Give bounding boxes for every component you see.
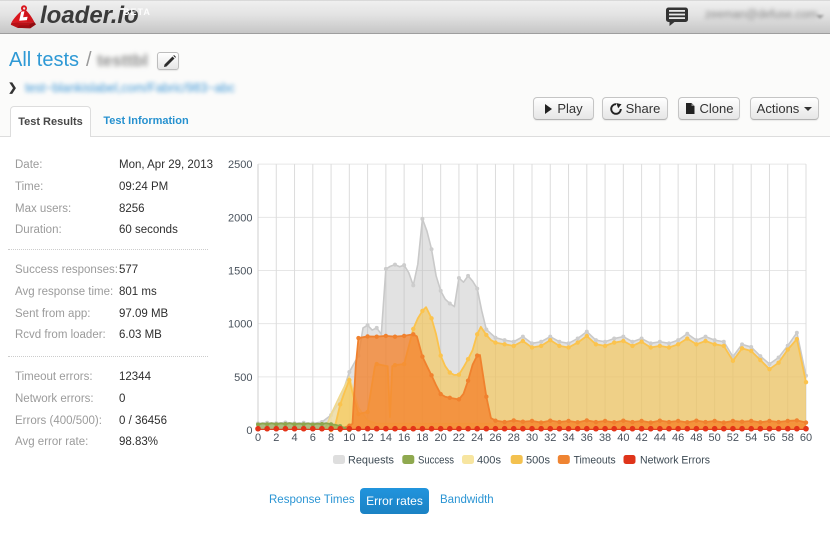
svg-text:16: 16: [398, 432, 410, 444]
svg-text:Success: Success: [418, 455, 454, 467]
svg-text:50: 50: [709, 432, 721, 444]
svg-text:42: 42: [635, 432, 647, 444]
svg-text:40: 40: [617, 432, 629, 444]
svg-text:Network Errors: Network Errors: [640, 455, 710, 467]
svg-text:22: 22: [453, 432, 465, 444]
svg-text:14: 14: [380, 432, 392, 444]
svg-text:60: 60: [800, 432, 812, 444]
svg-text:500s: 500s: [526, 455, 550, 467]
svg-text:38: 38: [599, 432, 611, 444]
svg-text:10: 10: [343, 432, 355, 444]
svg-text:56: 56: [763, 432, 775, 444]
svg-text:26: 26: [489, 432, 501, 444]
svg-text:34: 34: [562, 432, 574, 444]
svg-text:400s: 400s: [477, 455, 501, 467]
svg-text:6: 6: [310, 432, 316, 444]
svg-text:36: 36: [581, 432, 593, 444]
svg-text:52: 52: [727, 432, 739, 444]
svg-text:2500: 2500: [228, 159, 252, 171]
svg-text:0: 0: [246, 425, 252, 437]
svg-text:54: 54: [745, 432, 757, 444]
svg-text:30: 30: [526, 432, 538, 444]
svg-text:20: 20: [435, 432, 447, 444]
svg-text:46: 46: [672, 432, 684, 444]
svg-text:24: 24: [471, 432, 483, 444]
svg-text:8: 8: [328, 432, 334, 444]
svg-text:48: 48: [690, 432, 702, 444]
svg-text:12: 12: [361, 432, 373, 444]
svg-text:2000: 2000: [228, 212, 252, 224]
svg-text:500: 500: [234, 372, 252, 384]
svg-text:1500: 1500: [228, 266, 252, 278]
svg-text:Requests: Requests: [348, 455, 394, 467]
svg-text:28: 28: [508, 432, 520, 444]
svg-text:1000: 1000: [228, 319, 252, 331]
svg-text:2: 2: [273, 432, 279, 444]
svg-text:4: 4: [291, 432, 297, 444]
svg-text:18: 18: [416, 432, 428, 444]
svg-text:58: 58: [782, 432, 794, 444]
svg-text:44: 44: [654, 432, 666, 444]
svg-text:0: 0: [255, 432, 261, 444]
svg-text:Timeouts: Timeouts: [574, 455, 616, 467]
svg-text:32: 32: [544, 432, 556, 444]
